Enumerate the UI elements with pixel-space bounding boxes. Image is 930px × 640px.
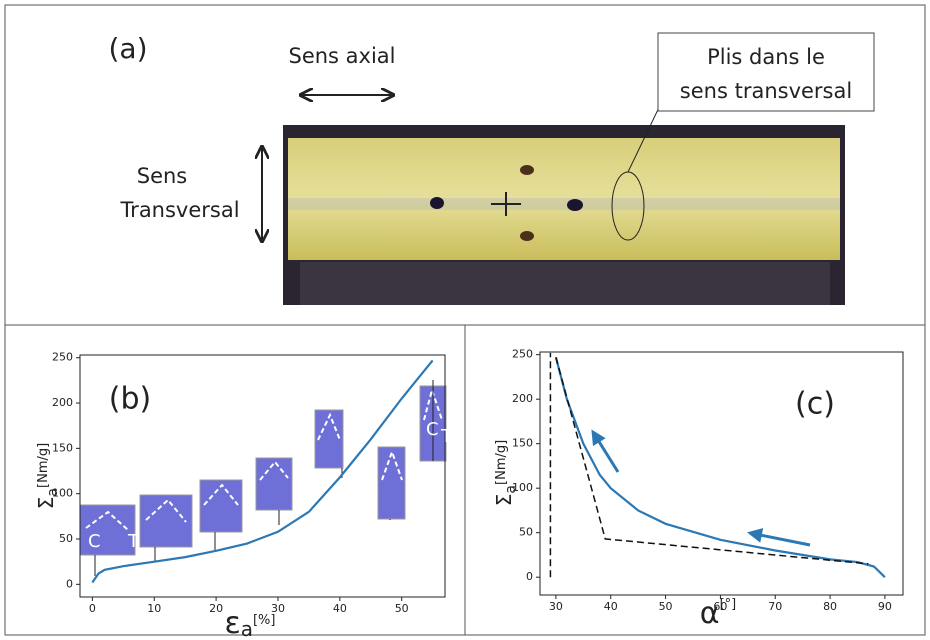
- x-tick-label: 20: [209, 602, 223, 615]
- y-tick-label: 200: [512, 392, 533, 405]
- panel-label: (b): [109, 382, 151, 417]
- y-tick-label: 250: [512, 348, 533, 361]
- subscript: a: [241, 617, 253, 640]
- unit: [Nm/g]: [494, 440, 509, 485]
- axis-label: εa[%]: [225, 606, 276, 640]
- marker-dot: [430, 197, 444, 209]
- symbol: α: [700, 596, 720, 631]
- annotation: C: [88, 531, 101, 552]
- clamp: [300, 262, 830, 305]
- axis-label: Σa[Nm/g]: [34, 443, 62, 509]
- symbol: ε: [225, 606, 241, 640]
- x-tick-label: 80: [823, 600, 837, 613]
- y-tick-label: 250: [52, 351, 73, 364]
- annotation: T: [440, 426, 453, 447]
- y-tick-label: 100: [512, 481, 533, 494]
- x-tick-label: 30: [549, 600, 563, 613]
- y-tick-label: 50: [519, 526, 533, 539]
- y-tick-label: 200: [52, 396, 73, 409]
- inset-image: [314, 409, 344, 469]
- insets: [79, 385, 447, 556]
- axis-label-text: α[°]: [700, 596, 736, 631]
- cross: [491, 192, 521, 216]
- series-line: [91, 359, 434, 584]
- unit: [%]: [253, 613, 276, 628]
- label: Sens axial: [288, 44, 395, 68]
- symbol: Σ: [492, 494, 516, 507]
- stripe: [288, 198, 840, 210]
- inset-image: [199, 479, 243, 533]
- panel-label: (a): [108, 32, 147, 65]
- subscript: a: [45, 488, 61, 497]
- x-tick-label: 90: [878, 600, 892, 613]
- inset-image: [139, 494, 193, 548]
- panel-label: (c): [795, 387, 835, 422]
- marker-dot: [520, 165, 534, 175]
- axis-label-text: Σa[Nm/g]: [492, 440, 520, 506]
- annotation: T: [127, 531, 140, 552]
- unit: [°]: [720, 597, 737, 612]
- x-tick-label: 50: [395, 602, 409, 615]
- subscript: a: [503, 485, 519, 494]
- y-tick-label: 0: [526, 570, 533, 583]
- y-tick-label: 150: [512, 437, 533, 450]
- axis-label-text: Σa[Nm/g]: [34, 443, 62, 509]
- callout-box: [657, 32, 875, 112]
- x-tick-label: 0: [89, 602, 96, 615]
- x-tick-label: 40: [604, 600, 618, 613]
- y-tick-label: 150: [52, 441, 73, 454]
- label: Sens: [137, 164, 188, 188]
- marker-dot: [520, 231, 534, 241]
- plot-area: [79, 354, 446, 598]
- axis-label: α[°]: [700, 596, 736, 631]
- arrows-c: [591, 429, 811, 547]
- y-tick-label: 100: [52, 487, 73, 500]
- unit: [Nm/g]: [36, 443, 51, 488]
- x-tick-label: 30: [271, 602, 285, 615]
- plot-area: [539, 351, 904, 596]
- y-tick-label: 0: [66, 577, 73, 590]
- x-tick-label: 10: [147, 602, 161, 615]
- callout-text: sens transversal: [680, 79, 852, 103]
- label: Transversal: [119, 198, 239, 222]
- x-tick-label: 60: [713, 600, 727, 613]
- panel-a: (a) Sens axial Sens Transversal Plis dan…: [108, 32, 875, 305]
- series-line: [554, 357, 886, 578]
- inset-folds: [85, 386, 443, 531]
- symbol: Σ: [34, 497, 58, 510]
- marker-dot: [567, 199, 583, 211]
- axis-label: Σa[Nm/g]: [492, 440, 520, 506]
- inset-image: [255, 457, 293, 511]
- x-tick-label: 70: [768, 600, 782, 613]
- axis-label-text: εa[%]: [225, 606, 276, 640]
- y-tick-label: 50: [59, 532, 73, 545]
- callout-text: Plis dans le: [707, 45, 825, 69]
- series-line: [555, 357, 869, 565]
- annotation: C: [426, 419, 439, 440]
- inset-image: [377, 446, 406, 520]
- x-tick-label: 50: [659, 600, 673, 613]
- x-tick-label: 40: [333, 602, 347, 615]
